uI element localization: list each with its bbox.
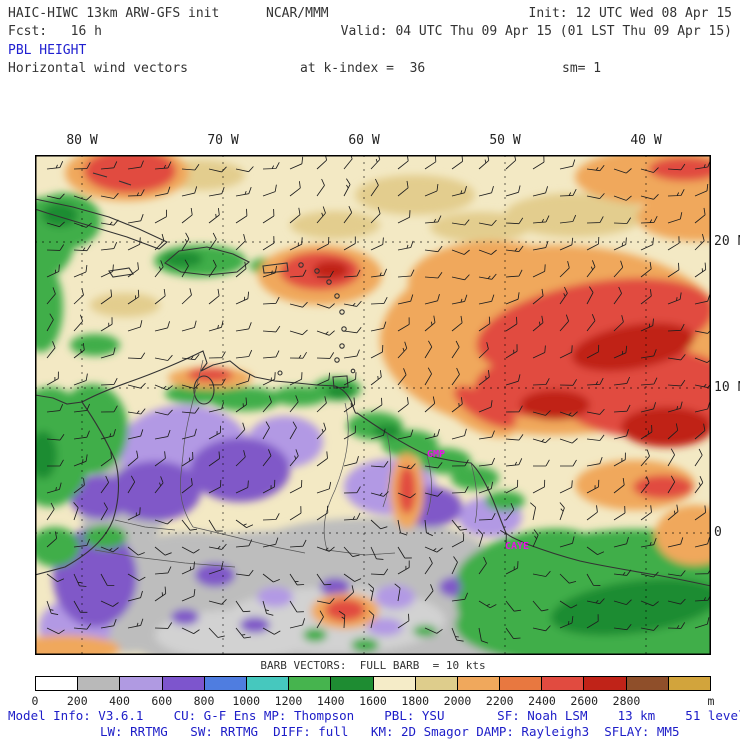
colorbar-tick-label: 400 [109,694,130,708]
colorbar-tick-label: 1200 [274,694,303,708]
lake-maracaibo [193,375,215,405]
colorbar-cell [457,677,501,690]
trinidad-outline [332,375,349,389]
colorbar-cell [246,677,290,690]
pbl-field-shading [35,155,711,655]
lon-tick-label: 80 W [66,133,98,148]
colorbar-cell [78,677,121,690]
init-time: Init: 12 UTC Wed 08 Apr 15 [528,6,733,21]
colorbar-cell [373,677,416,690]
colorbar-cell [415,677,458,690]
colorbar-tick-label: 2800 [612,694,641,708]
smoothing-label: sm= 1 [562,61,602,76]
map-plot: GMP CAYE [35,155,711,655]
model-info-line2: LW: RRTMG SW: RRTMG DIFF: full KM: 2D Sm… [100,724,680,739]
colorbar-tick-label: 2600 [570,694,599,708]
colorbar-tick-label: 2200 [485,694,514,708]
colorbar-tick-label: 600 [151,694,173,708]
colorbar-tick-label: 0 [31,694,39,708]
lon-tick-label: 50 W [489,133,521,148]
forecast-hour: Fcst: 16 h [8,24,102,39]
colorbar-cell [120,677,163,690]
overlay-label: Horizontal wind vectors [8,61,189,76]
lat-lon-gridlines [35,155,711,655]
colorbar-cell [162,677,205,690]
station-labels: GMP CAYE [427,449,529,552]
colorbar-unit-label: m [707,694,715,708]
colorbar-cell [204,677,247,690]
colorbar [35,676,711,691]
colorbar-cell [289,677,332,690]
model-info-line1: Model Info: V3.6.1 CU: G-F Ens MP: Thomp… [8,708,740,723]
colorbar-cell [584,677,627,690]
field-title: PBL HEIGHT [8,43,87,58]
barb-legend-note: BARB VECTORS: FULL BARB = 10 kts [260,659,486,672]
colorbar-cell [626,677,669,690]
colorbar-cell [668,677,710,690]
station-label: GMP [427,449,445,460]
jamaica-outline [108,267,134,278]
lat-tick-label: 10 N [714,380,740,395]
puerto-rico-outline [262,262,289,274]
lon-tick-label: 60 W [348,133,380,148]
lat-tick-label: 0 [714,525,722,540]
colorbar-tick-label: 800 [193,694,215,708]
lat-tick-label: 20 N [714,234,740,249]
coastlines [35,172,711,587]
pbl-height-map: GMP CAYE [35,155,711,655]
colorbar-cell [36,677,79,690]
k-index-label: at k-index = 36 [300,61,426,76]
cuba-outline [35,198,168,250]
colorbar-tick-label: 1400 [316,694,345,708]
hispaniola-outline [164,246,250,276]
lon-tick-label: 40 W [630,133,662,148]
model-title: HAIC-HIWC 13km ARW-GFS init [8,6,220,21]
valid-time: Valid: 04 UTC Thu 09 Apr 15 (01 LST Thu … [340,24,732,39]
map-frame [35,155,711,655]
colorbar-tick-label: 200 [66,694,88,708]
colorbar-tick-label: 1000 [232,694,261,708]
colorbar-tick-label: 2000 [443,694,472,708]
colorbar-tick-label: 2400 [528,694,556,708]
station-label: CAYE [505,541,529,552]
org-label: NCAR/MMM [266,6,329,21]
wind-barbs [46,155,711,644]
colorbar-tick-label: 1800 [401,694,430,708]
country-borders [94,359,478,568]
colorbar-tick-label: 1600 [359,694,387,708]
colorbar-cell [331,677,374,690]
colorbar-cell [542,677,585,690]
lon-tick-label: 70 W [207,133,239,148]
colorbar-cell [500,677,543,690]
